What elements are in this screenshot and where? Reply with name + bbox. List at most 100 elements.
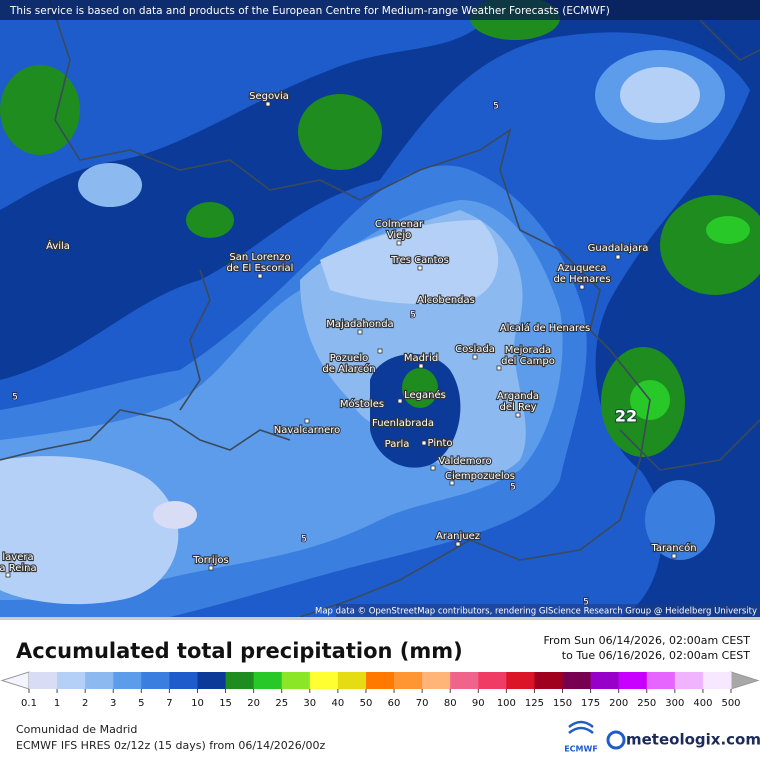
place-marker	[418, 363, 424, 369]
legend-tick-label: 400	[693, 698, 712, 709]
attribution: Map data © OpenStreetMap contributors, r…	[315, 607, 757, 617]
legend-tick-label: 15	[219, 698, 232, 709]
legend-swatch	[141, 672, 170, 689]
legend-swatch	[113, 672, 142, 689]
place-label: Pozuelo	[330, 353, 368, 364]
place-label: Azuqueca	[558, 263, 607, 274]
legend-tick-label: 70	[416, 698, 429, 709]
legend-tick-label: 7	[166, 698, 172, 709]
legend-tick-label: 300	[665, 698, 684, 709]
legend-swatch	[702, 672, 732, 689]
place-label: Pinto	[428, 438, 453, 449]
legend-swatch	[534, 672, 564, 689]
place-label: Coslada	[455, 344, 495, 355]
place-label: Alcalá de Henares	[500, 322, 590, 334]
place-label: Tarancón	[650, 542, 696, 554]
precip-area	[370, 353, 461, 468]
legend-swatch	[85, 672, 114, 689]
legend-tick-label: 500	[721, 698, 740, 709]
legend-swatch	[478, 672, 507, 689]
place-label: Mejorada	[505, 345, 551, 356]
legend-tick-label: 25	[275, 698, 288, 709]
attribution-bar	[336, 604, 760, 617]
precip-area	[0, 456, 179, 605]
precip-area	[0, 0, 500, 210]
place-marker	[5, 572, 11, 578]
legend-tick-label: 60	[388, 698, 401, 709]
place-marker	[579, 284, 585, 290]
place-label: Parla	[385, 439, 410, 450]
legend-tick-label: 90	[472, 698, 485, 709]
place-label: Guadalajara	[588, 243, 649, 254]
precip-area	[320, 220, 499, 305]
legend-swatch	[618, 672, 648, 689]
place-label: Navalcarnero	[274, 425, 341, 436]
place-label: Torrijos	[192, 555, 228, 566]
place-marker	[417, 265, 423, 271]
place-label: a Reina	[0, 563, 37, 574]
legend-tick-label: 20	[247, 698, 260, 709]
legend-swatch	[225, 672, 255, 689]
place-marker	[304, 418, 310, 424]
precip-area	[645, 480, 715, 560]
precip-area	[620, 67, 700, 123]
legend-swatch	[506, 672, 535, 689]
contour-label: 5	[410, 311, 416, 321]
place-label: de El Escorial	[227, 263, 294, 274]
legend-tick-label: 0.1	[21, 698, 37, 709]
legend: 0.1 1 2 3 5 7 10 15 20 25 30 40 50 60 70 80 90 100 125 150 1…	[0, 671, 760, 709]
legend-tick-label: 125	[525, 698, 544, 709]
legend-tick-label: 50	[360, 698, 373, 709]
place-label: de Henares	[553, 274, 610, 285]
legend-swatch	[365, 672, 395, 689]
model-info: ECMWF IFS HRES 0z/12z (15 days) from 06/…	[16, 739, 326, 752]
place-label: Ávila	[46, 239, 70, 252]
place-label: Viejo	[387, 230, 411, 241]
meteologix-icon	[606, 730, 626, 750]
legend-swatch	[169, 672, 198, 689]
place-label: Colmenar	[375, 219, 424, 230]
legend-tick-label: 100	[497, 698, 516, 709]
max-label: 22	[615, 407, 637, 426]
legend-swatch	[309, 672, 339, 689]
map: This service is based on data and produc…	[0, 0, 760, 618]
place-label: Arganda	[497, 391, 539, 402]
legend-swatch	[394, 672, 423, 689]
place-marker	[496, 365, 502, 371]
place-marker	[472, 354, 478, 360]
legend-swatch	[450, 672, 479, 689]
legend-tick-label: 40	[332, 698, 345, 709]
place-marker	[421, 440, 427, 446]
place-marker	[455, 541, 461, 547]
place-label: lavera	[2, 552, 33, 563]
ecmwf-icon	[568, 720, 594, 734]
legend-high	[730, 671, 760, 690]
legend-swatch	[422, 672, 451, 689]
place-marker	[515, 412, 521, 418]
legend-swatch	[337, 672, 367, 689]
place-label: del Rey	[499, 402, 536, 413]
place-marker	[671, 553, 677, 559]
precip-area	[706, 216, 750, 244]
header-bar	[0, 0, 760, 20]
place-label: del Campo	[501, 356, 555, 367]
legend-swatch	[590, 672, 620, 689]
legend-swatch	[562, 672, 592, 689]
contour-label: 5	[510, 483, 516, 493]
legend-tick-label: 1	[54, 698, 60, 709]
legend-swatch	[197, 672, 227, 689]
legend-tick-label: 3	[110, 698, 116, 709]
contour-label: 5	[583, 598, 589, 608]
region: Comunidad de Madrid	[16, 723, 137, 736]
legend-swatch	[674, 672, 704, 689]
contour-label: 5	[493, 102, 499, 112]
place-label: Móstoles	[340, 398, 384, 410]
place-label: Alcobendas	[417, 295, 475, 306]
place-marker	[430, 465, 436, 471]
place-marker	[396, 240, 402, 246]
divider	[0, 617, 760, 620]
place-label: Aranjuez	[436, 531, 480, 542]
place-marker	[265, 101, 271, 107]
legend-swatch	[29, 672, 58, 689]
